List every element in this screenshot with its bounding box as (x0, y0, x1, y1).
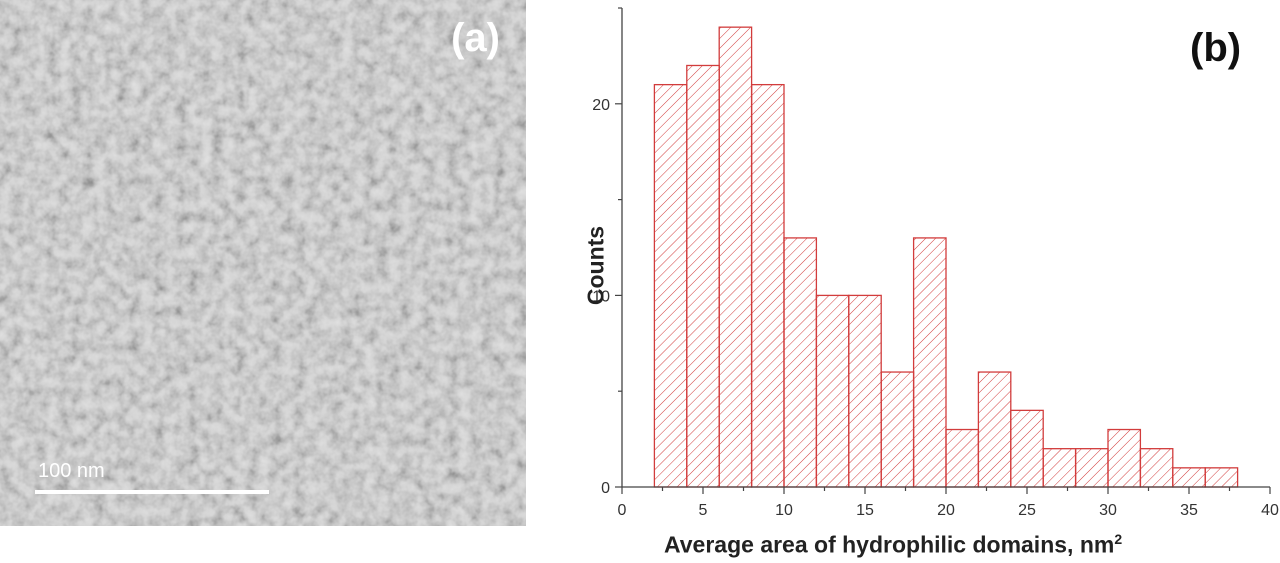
histogram-bar-1 (653, 83, 688, 488)
y-axis-label: Counts (582, 225, 609, 306)
histogram-bar-16 (1139, 448, 1174, 488)
bars-layer (653, 26, 1239, 488)
histogram-bar-13 (1042, 448, 1077, 488)
histogram-bar-3 (718, 26, 753, 488)
histogram-bar-7 (848, 294, 882, 488)
histogram-bar-2 (686, 64, 720, 488)
histogram-bar-12 (1010, 409, 1044, 488)
panel-label-b: (b) (1190, 26, 1242, 70)
scale-bar-label: 100 nm (38, 460, 105, 482)
histogram-bar-4 (750, 83, 785, 488)
x-tick-label: 5 (699, 502, 708, 519)
x-axis-label-text: Average area of hydrophilic domains, nm (664, 531, 1115, 558)
x-tick-label: 35 (1180, 502, 1198, 519)
y-tick-label: 10 (592, 288, 610, 305)
histogram-bar-17 (1172, 467, 1206, 488)
x-tick-label: 10 (775, 502, 793, 519)
x-axis-label: Average area of hydrophilic domains, nm2 (664, 531, 1122, 559)
x-tick-label: 15 (856, 502, 874, 519)
histogram-bar-6 (815, 294, 850, 488)
histogram-bar-10 (945, 428, 980, 488)
histogram-bar-5 (783, 237, 818, 488)
histogram-bar-8 (880, 371, 915, 488)
panel-label-a: (a) (451, 16, 500, 60)
axes-layer: 0 5 10 15 20 25 30 35 40 0 10 20 (592, 7, 1279, 519)
x-tick-label: 25 (1018, 502, 1036, 519)
x-tick-label: 0 (618, 502, 627, 519)
y-tick-label: 20 (592, 97, 610, 114)
histogram-panel: 0 5 10 15 20 25 30 35 40 0 10 20 (b) Counts Average… (540, 0, 1280, 563)
tem-micrograph: (a) 100 nm (0, 0, 526, 526)
histogram-bar-18 (1204, 467, 1239, 488)
x-tick-label: 30 (1099, 502, 1117, 519)
x-tick-label: 40 (1261, 502, 1279, 519)
histogram-bar-15 (1107, 428, 1142, 488)
histogram-bar-9 (912, 237, 947, 488)
scale-bar (35, 490, 269, 494)
tem-texture (0, 0, 526, 526)
histogram-bar-11 (977, 371, 1012, 488)
y-tick-label: 0 (601, 480, 610, 497)
histogram-bar-14 (1074, 448, 1109, 488)
x-tick-label: 20 (937, 502, 955, 519)
histogram-chart: 0 5 10 15 20 25 30 35 40 0 10 20 (592, 7, 1279, 519)
x-axis-label-superscript: 2 (1114, 531, 1123, 547)
